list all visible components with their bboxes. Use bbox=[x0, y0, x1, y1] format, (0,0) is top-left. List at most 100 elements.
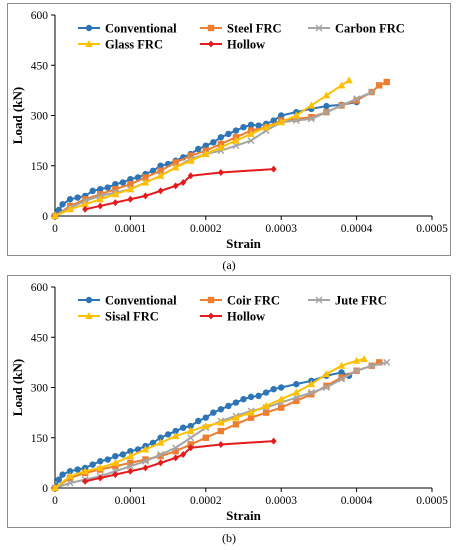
data-point bbox=[247, 137, 255, 145]
caption-a: (a) bbox=[222, 258, 236, 272]
data-point bbox=[202, 422, 210, 430]
data-point bbox=[338, 374, 345, 381]
data-point bbox=[255, 392, 262, 400]
data-point bbox=[277, 118, 285, 126]
data-point bbox=[112, 452, 119, 460]
data-point bbox=[338, 101, 346, 109]
data-point bbox=[66, 472, 74, 480]
data-point bbox=[142, 464, 149, 472]
data-point bbox=[292, 394, 300, 402]
data-point bbox=[345, 76, 353, 84]
data-point bbox=[217, 406, 225, 413]
x-tick-label: 0.0001 bbox=[115, 495, 147, 507]
data-point bbox=[127, 175, 134, 183]
data-point bbox=[360, 355, 368, 363]
data-point bbox=[157, 459, 164, 467]
y-tick-label: 0 bbox=[42, 483, 48, 495]
data-point bbox=[262, 123, 270, 131]
series-conventional bbox=[51, 369, 353, 492]
data-point bbox=[112, 186, 119, 193]
legend-swatch-marker bbox=[85, 312, 93, 319]
data-point bbox=[277, 395, 285, 403]
data-point bbox=[187, 434, 195, 442]
y-tick-label: 600 bbox=[31, 10, 49, 22]
legend-swatch-marker bbox=[207, 24, 215, 32]
x-tick-label: 0.0004 bbox=[341, 223, 373, 235]
data-point bbox=[195, 145, 202, 153]
data-point bbox=[232, 142, 240, 150]
data-point bbox=[293, 115, 300, 123]
data-point bbox=[66, 468, 74, 475]
legend-label: Hollow bbox=[227, 38, 265, 52]
legend-label: Glass FRC bbox=[105, 38, 163, 52]
x-tick-label: 0 bbox=[52, 495, 58, 507]
data-point bbox=[232, 136, 240, 144]
data-point bbox=[247, 129, 255, 137]
legend-swatch-marker bbox=[85, 296, 93, 304]
series-coir-frc bbox=[51, 359, 383, 492]
y-tick-label: 450 bbox=[31, 60, 49, 72]
data-point bbox=[172, 444, 180, 452]
x-axis-label: Strain bbox=[226, 236, 261, 251]
data-point bbox=[202, 150, 210, 158]
data-point bbox=[142, 192, 149, 200]
legend-swatch-marker bbox=[315, 24, 323, 32]
data-point bbox=[172, 447, 179, 455]
legend-label: Conventional bbox=[105, 294, 177, 308]
chart-panel-a: 0 150 300 450 600 0 0.0001 0.0002 0.0003 0.0004 0.… bbox=[7, 3, 451, 256]
data-point bbox=[187, 422, 194, 430]
data-point bbox=[232, 413, 240, 421]
data-point bbox=[293, 397, 300, 405]
data-point bbox=[217, 168, 224, 176]
data-point bbox=[81, 200, 89, 208]
data-point bbox=[202, 434, 209, 441]
y-axis-label: Load (kN) bbox=[10, 87, 25, 144]
data-point bbox=[156, 438, 165, 446]
legend-swatch-marker bbox=[85, 24, 93, 32]
data-point bbox=[337, 81, 346, 89]
data-point bbox=[232, 421, 240, 428]
series-hollow bbox=[82, 437, 277, 485]
data-point bbox=[112, 180, 119, 188]
data-point bbox=[270, 385, 277, 393]
data-point bbox=[195, 417, 202, 425]
legend-label: Hollow bbox=[227, 310, 265, 324]
x-tick-label: 0.0003 bbox=[265, 495, 297, 507]
legend-swatch-marker bbox=[315, 296, 323, 304]
data-point bbox=[82, 205, 89, 213]
data-point bbox=[368, 88, 376, 96]
data-point bbox=[278, 112, 285, 119]
y-tick-label: 450 bbox=[31, 332, 49, 344]
y-tick-label: 300 bbox=[31, 383, 49, 395]
x-tick-label: 0.0005 bbox=[416, 495, 448, 507]
caption-b: (b) bbox=[222, 531, 236, 545]
legend-swatch-marker bbox=[208, 40, 214, 48]
data-point bbox=[217, 418, 225, 426]
data-point bbox=[202, 414, 209, 421]
data-point bbox=[292, 117, 300, 125]
data-point bbox=[180, 179, 187, 186]
y-tick-label: 150 bbox=[31, 433, 49, 445]
data-point bbox=[141, 457, 149, 465]
data-point bbox=[81, 196, 89, 203]
data-point bbox=[127, 195, 134, 203]
data-point bbox=[157, 434, 164, 441]
data-point bbox=[89, 461, 96, 468]
y-tick-label: 300 bbox=[31, 111, 49, 123]
data-point bbox=[247, 393, 255, 401]
x-tick-label: 0.0004 bbox=[341, 495, 373, 507]
legend-label: Conventional bbox=[105, 22, 177, 36]
data-point bbox=[55, 476, 62, 483]
data-point bbox=[119, 179, 127, 186]
data-point bbox=[141, 178, 150, 186]
data-point bbox=[186, 427, 195, 435]
data-point bbox=[59, 471, 66, 478]
data-point bbox=[262, 401, 270, 409]
data-point bbox=[157, 451, 165, 458]
data-point bbox=[322, 91, 331, 99]
series-line bbox=[54, 361, 380, 489]
data-point bbox=[307, 389, 315, 397]
data-point bbox=[307, 101, 316, 109]
data-point bbox=[112, 199, 119, 207]
data-point bbox=[292, 388, 301, 396]
